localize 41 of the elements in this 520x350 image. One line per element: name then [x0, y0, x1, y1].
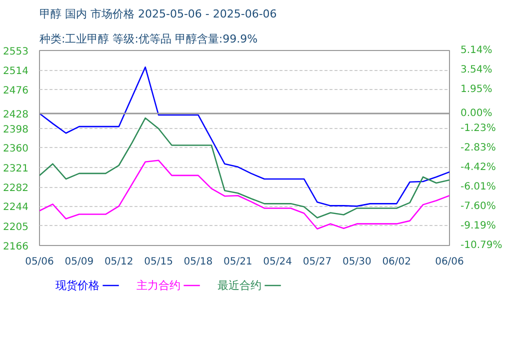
- x-tick-label: 05/30: [342, 256, 372, 268]
- y2-tick-label: -9.19%: [460, 220, 496, 232]
- y2-tick-label: -7.60%: [460, 200, 496, 212]
- x-tick-label: 05/24: [263, 256, 292, 268]
- legend-label: 主力合约: [136, 279, 181, 292]
- chart-subtitle: 种类:工业甲醇 等级:优等品 甲醇含量:99.9%: [40, 32, 258, 46]
- y2-tick-label: -10.79%: [460, 240, 502, 251]
- y-tick-label: 2321: [3, 163, 29, 174]
- x-tick-label: 05/27: [302, 256, 332, 268]
- x-tick-label: 05/15: [144, 256, 173, 268]
- x-tick-label: 06/06: [435, 256, 464, 268]
- y-tick-label: 2244: [3, 202, 29, 214]
- y2-tick-label: 5.14%: [460, 45, 492, 56]
- x-tick-label: 05/06: [25, 256, 54, 268]
- x-tick-label: 05/09: [64, 256, 94, 268]
- y-tick-label: 2476: [3, 85, 29, 96]
- line-series: [40, 160, 450, 230]
- y-tick-label: 2166: [3, 242, 29, 252]
- x-tick-label: 05/12: [104, 256, 134, 268]
- x-tick-label: 06/02: [382, 256, 412, 268]
- y-tick-label: 2428: [3, 109, 29, 120]
- y-tick-label: 2205: [3, 222, 29, 233]
- y-tick-label: 2398: [3, 124, 29, 136]
- x-tick-label: 05/18: [184, 256, 213, 268]
- y2-tick-label: -4.42%: [460, 162, 496, 174]
- line-series: [40, 66, 450, 207]
- line-series: [40, 117, 450, 218]
- y-tick-label: 2553: [3, 46, 29, 58]
- y-tick-label: 2514: [3, 66, 29, 78]
- y2-tick-label: -2.83%: [460, 142, 496, 154]
- y-tick-label: 2282: [3, 183, 29, 194]
- legend-label: 现货价格: [56, 279, 100, 292]
- y2-tick-label: -6.01%: [460, 181, 496, 192]
- y2-tick-label: 3.54%: [460, 64, 492, 76]
- y2-tick-label: 0.00%: [460, 108, 492, 119]
- chart-title: 甲醇 国内 市场价格 2025-05-06 - 2025-06-06: [40, 8, 277, 20]
- y2-tick-label: -1.23%: [460, 122, 496, 134]
- y2-tick-label: 1.95%: [460, 84, 492, 96]
- x-tick-label: 05/21: [223, 256, 252, 268]
- legend-label: 最近合约: [218, 279, 262, 292]
- y-tick-label: 2360: [3, 144, 29, 155]
